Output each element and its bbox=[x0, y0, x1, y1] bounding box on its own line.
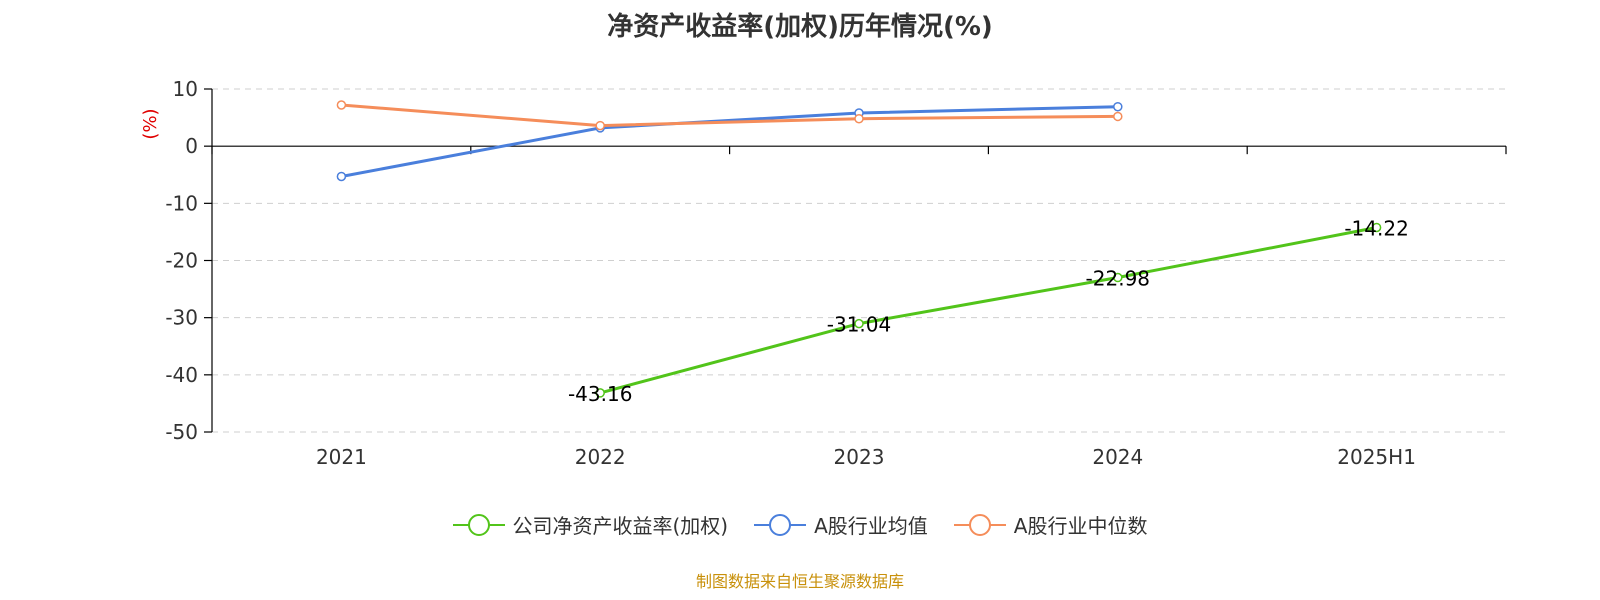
legend-item[interactable]: 公司净资产收益率(加权) bbox=[452, 510, 729, 539]
data-label: -22.98 bbox=[1086, 267, 1150, 291]
legend-item[interactable]: A股行业均值 bbox=[754, 510, 928, 539]
y-tick-label: -20 bbox=[165, 249, 198, 273]
y-tick-label: 10 bbox=[173, 77, 198, 101]
axis-layer: 10 0 -10 -20 -30 -40 -50 2021 2022 2023 2024 2025H1 bbox=[165, 77, 1507, 469]
data-point-2 bbox=[595, 120, 605, 131]
x-tick-label: 2025H1 bbox=[1337, 445, 1416, 469]
legend-swatch-icon bbox=[754, 513, 807, 536]
data-label: -14.22 bbox=[1344, 216, 1408, 240]
data-point-0 bbox=[1371, 222, 1382, 233]
grid-layer bbox=[212, 88, 1506, 433]
y-tick-label: -40 bbox=[165, 363, 198, 387]
x-tick-label: 2024 bbox=[1092, 445, 1143, 469]
data-point-0 bbox=[595, 388, 605, 398]
data-point-0 bbox=[1113, 272, 1123, 283]
data-point-1 bbox=[1113, 101, 1123, 112]
legend-label: 公司净资产收益率(加权) bbox=[512, 514, 729, 538]
y-tick-label: -50 bbox=[165, 420, 198, 444]
legend-swatch-icon bbox=[452, 513, 505, 536]
series-layer bbox=[336, 100, 1382, 398]
data-point-2 bbox=[336, 100, 347, 110]
x-tick-label: 2023 bbox=[834, 445, 885, 469]
label-layer: -43.16 -31.04 -22.98 -14.22 bbox=[568, 216, 1409, 405]
source-note: 制图数据来自恒生聚源数据库 bbox=[695, 572, 904, 591]
series-line-0 bbox=[599, 226, 1377, 395]
legend-label: A股行业均值 bbox=[814, 514, 928, 538]
legend-label: A股行业中位数 bbox=[1013, 514, 1148, 538]
x-tick-label: 2021 bbox=[316, 445, 367, 469]
chart-title: 净资产收益率(加权)历年情况(%) bbox=[607, 12, 993, 42]
series-line-2 bbox=[341, 103, 1118, 128]
data-point-2 bbox=[854, 113, 864, 124]
legend-swatch-icon bbox=[953, 513, 1006, 536]
y-tick-label: -10 bbox=[165, 191, 198, 215]
series-line-1 bbox=[341, 105, 1118, 178]
y-tick-label: 0 bbox=[185, 134, 198, 158]
data-label: -43.16 bbox=[568, 382, 632, 406]
y-tick-label: -30 bbox=[165, 306, 198, 330]
data-point-1 bbox=[336, 171, 347, 182]
data-point-2 bbox=[1113, 111, 1123, 122]
data-point-0 bbox=[854, 318, 864, 329]
y-axis-label: (%) bbox=[140, 108, 161, 139]
data-label: -31.04 bbox=[827, 313, 891, 337]
legend-item[interactable]: A股行业中位数 bbox=[953, 510, 1148, 539]
legend: 公司净资产收益率(加权) A股行业均值 A股行业中位数 bbox=[0, 510, 1600, 539]
x-tick-label: 2022 bbox=[575, 445, 626, 469]
